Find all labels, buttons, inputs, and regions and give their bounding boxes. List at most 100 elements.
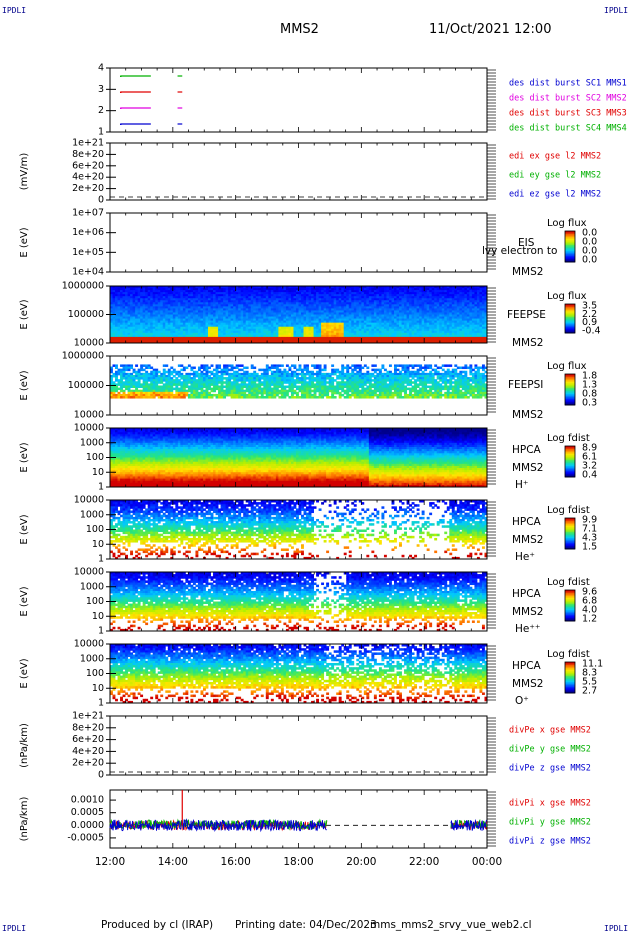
- spectrogram-cell: [160, 330, 164, 334]
- spectrogram-cell: [182, 310, 186, 313]
- spectrogram-cell: [240, 324, 244, 328]
- spectrogram-cell: [177, 316, 181, 319]
- spectrogram-cell: [202, 316, 206, 319]
- spectrogram-cell: [157, 308, 161, 311]
- spectrogram-cell: [182, 298, 186, 301]
- spectrogram-cell: [132, 298, 136, 301]
- spectrogram-cell: [172, 322, 176, 326]
- spectrogram-cell: [175, 324, 179, 328]
- spectrogram-cell: [213, 326, 216, 330]
- spectrogram-cell: [240, 310, 244, 313]
- spectrogram-cell: [150, 340, 154, 344]
- spectrogram-cell: [223, 306, 227, 309]
- spectrogram-cell: [220, 300, 224, 303]
- spectrogram-cell: [155, 393, 159, 397]
- spectrogram-cell: [155, 304, 159, 307]
- spectrogram-cell: [132, 396, 136, 399]
- spectrogram-cell: [125, 338, 128, 342]
- spectrogram-cell: [177, 322, 181, 326]
- spectrogram-cell: [195, 320, 199, 324]
- spectrogram-cell: [132, 302, 136, 305]
- spectrogram-cell: [112, 334, 116, 338]
- spectrogram-cell: [117, 308, 121, 311]
- spectrogram-cell: [135, 310, 139, 313]
- spectrogram-cell: [140, 296, 144, 299]
- spectrogram-cell: [190, 324, 194, 328]
- spectrogram-cell: [162, 286, 166, 289]
- spectrogram-cell: [190, 294, 194, 297]
- spectrogram-cell: [117, 310, 121, 313]
- spectrogram-cell: [228, 314, 232, 317]
- spectrogram-cell: [230, 296, 234, 299]
- spectrogram-cell: [210, 336, 214, 340]
- spectrogram-cell: [162, 290, 166, 293]
- spectrogram-cell: [210, 310, 214, 313]
- spectrogram-cell: [208, 302, 211, 305]
- spectrogram-cell: [130, 308, 134, 311]
- spectrogram-cell: [152, 336, 156, 340]
- spectrogram-cell: [202, 314, 206, 317]
- spectrogram-cell: [240, 322, 244, 326]
- spectrogram-cell: [157, 294, 161, 297]
- spectrogram-cell: [202, 332, 206, 336]
- spectrogram-cell: [175, 326, 179, 330]
- spectrogram-cell: [165, 310, 169, 313]
- spectrogram-cell: [112, 318, 116, 322]
- spectrogram-cell: [230, 318, 234, 322]
- spectrogram-cell: [135, 336, 139, 340]
- spectrogram-cell: [172, 338, 176, 342]
- spectrogram-cell: [140, 385, 144, 389]
- spectrogram-cell: [195, 300, 199, 303]
- spectrogram-cell: [235, 338, 239, 342]
- spectrogram-cell: [132, 306, 136, 309]
- spectrogram-cell: [182, 330, 186, 334]
- spectrogram-cell: [140, 336, 144, 340]
- spectrogram-cell: [175, 302, 179, 305]
- spectrogram-cell: [160, 381, 164, 384]
- spectrogram-cell: [122, 298, 126, 301]
- spectrogram-cell: [187, 320, 191, 324]
- spectrogram-cell: [130, 298, 134, 301]
- spectrogram-cell: [223, 302, 227, 305]
- spectrogram-cell: [180, 340, 184, 344]
- spectrogram-cell: [208, 314, 211, 317]
- spectrogram-cell: [238, 302, 242, 305]
- spectrogram-cell: [170, 298, 174, 301]
- spectrogram-cell: [162, 294, 166, 297]
- spectrogram-cell: [167, 322, 171, 326]
- spectrogram-cell: [238, 304, 242, 307]
- spectrogram-cell: [145, 336, 149, 340]
- panel-frame-2: [109, 142, 488, 201]
- spectrogram-cell: [238, 312, 242, 315]
- spectrogram-cell: [200, 300, 204, 303]
- spectrogram-cell: [152, 308, 156, 311]
- spectrogram-cell: [202, 290, 206, 293]
- spectrogram-cell: [150, 304, 154, 307]
- spectrogram-cell: [170, 320, 174, 324]
- spectrogram-cell: [142, 326, 146, 330]
- spectrogram-cell: [208, 312, 211, 315]
- spectrogram-cell: [115, 304, 118, 307]
- spectrogram-cell: [175, 292, 179, 295]
- spectrogram-cell: [172, 387, 176, 391]
- spectrogram-cell: [192, 292, 196, 295]
- spectrogram-cell: [142, 306, 146, 309]
- spectrogram-cell: [218, 326, 221, 330]
- spectrogram-cell: [125, 340, 128, 344]
- spectrogram-cell: [152, 326, 156, 330]
- spectrogram-cell: [190, 332, 194, 336]
- colorbar-tick-label: 0.0: [582, 237, 597, 248]
- spectrogram-cell: [117, 292, 121, 295]
- spectrogram-cell: [240, 334, 244, 338]
- spectrogram-cell: [145, 288, 149, 291]
- spectrogram-cell: [202, 330, 206, 334]
- spectrogram-cell: [117, 316, 121, 319]
- spectrogram-cell: [223, 338, 227, 342]
- spectrogram-cell: [150, 312, 154, 315]
- spectrogram-cell: [127, 304, 131, 307]
- spectrogram-cell: [147, 318, 151, 322]
- spectrogram-cell: [172, 328, 176, 332]
- spectrogram-cell: [215, 302, 219, 305]
- spectrogram-cell: [160, 322, 164, 326]
- spectrogram-cell: [187, 336, 191, 340]
